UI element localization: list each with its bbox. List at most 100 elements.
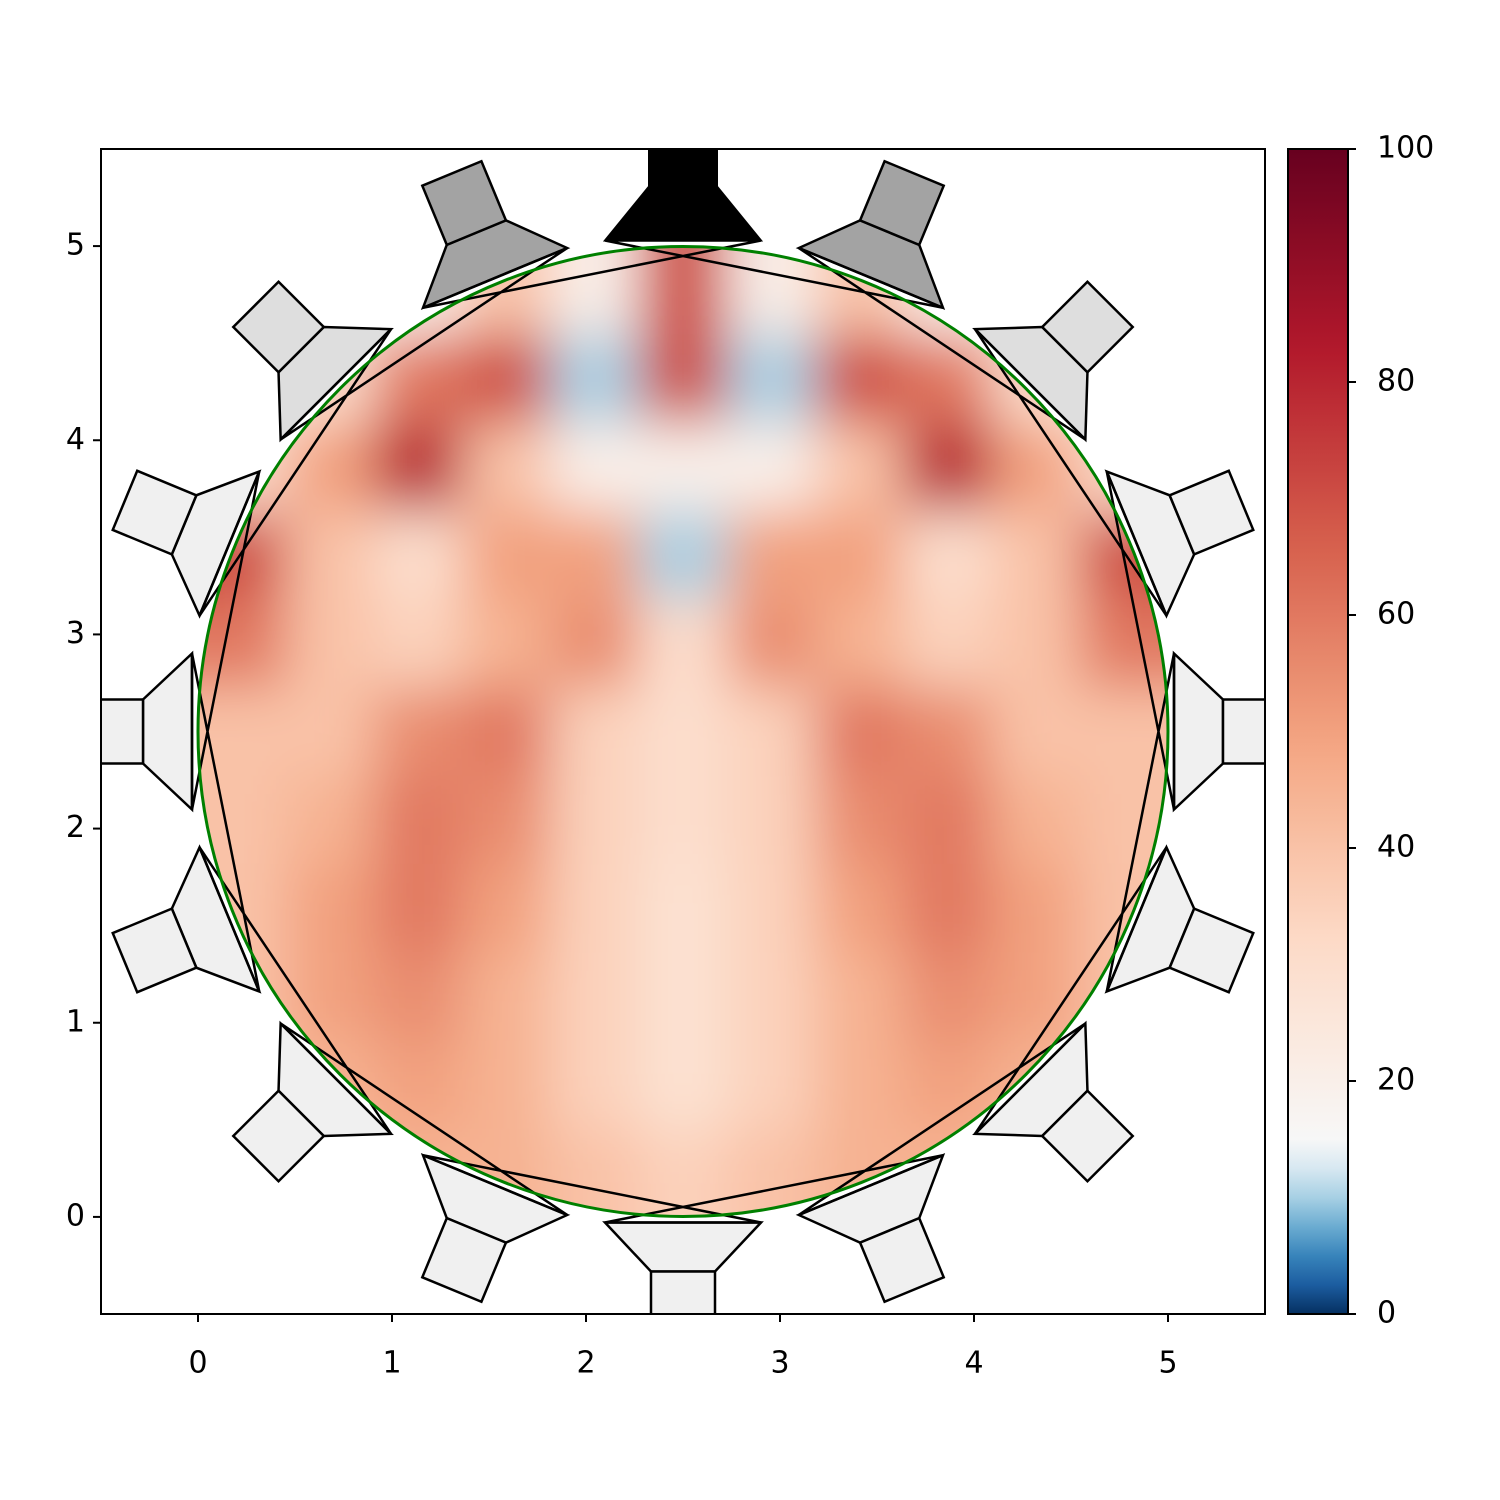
electrode-active	[602, 149, 764, 242]
electrode-pad	[858, 1216, 946, 1304]
colorbar-tick-label: 80	[1377, 364, 1415, 399]
electrode-base	[141, 650, 194, 813]
heat-cell	[991, 510, 1081, 600]
electrode-pad	[649, 1270, 717, 1314]
heat-cell	[638, 1040, 728, 1130]
heat-cell	[462, 510, 552, 600]
heat-cell	[638, 687, 728, 777]
heat-cell	[286, 775, 375, 865]
heat-cell	[462, 952, 552, 1041]
y-tick-label: 0	[66, 1198, 85, 1233]
electrode-pad	[231, 280, 326, 375]
heat-cell	[638, 422, 728, 512]
heat-cell	[374, 422, 464, 512]
heat-cell	[903, 952, 993, 1041]
electrode-base	[602, 1221, 764, 1273]
heat-cell	[638, 334, 728, 424]
heat-cell	[727, 599, 816, 688]
heat-cell	[462, 334, 552, 424]
heat-cell	[991, 863, 1081, 953]
heat-cell	[638, 775, 728, 865]
colorbar-tick-label: 100	[1377, 131, 1434, 166]
electrode-pad	[231, 1088, 326, 1183]
heat-cell	[903, 510, 993, 600]
colorbar-tick-label: 0	[1377, 1296, 1396, 1331]
electrode-pad	[420, 159, 508, 247]
y-tick-label: 1	[66, 1004, 85, 1039]
electrode-ring	[190, 239, 1176, 1224]
heat-cell	[815, 687, 904, 777]
heat-cell	[550, 1040, 640, 1130]
heat-cell	[991, 687, 1081, 777]
heat-cell	[903, 599, 993, 688]
electrode-pad	[858, 159, 946, 247]
electrode-pad	[111, 469, 198, 557]
x-tick-label: 5	[1158, 1346, 1177, 1381]
electrode-pad	[1221, 698, 1265, 765]
electrode-pad	[1168, 469, 1255, 557]
heat-cell	[903, 775, 993, 865]
y-tick-label: 4	[66, 422, 85, 457]
heat-cell	[374, 599, 464, 688]
heat-cell	[550, 863, 640, 953]
x-tick-label: 4	[964, 1346, 983, 1381]
heat-cell	[991, 599, 1081, 688]
heat-cell	[550, 510, 640, 600]
x-tick-label: 3	[770, 1346, 789, 1381]
electrode-pad	[1168, 906, 1255, 994]
heat-cell	[815, 334, 904, 424]
heat-cell	[462, 599, 552, 688]
heat-cell	[374, 334, 464, 424]
colorbar-tick-label: 20	[1377, 1063, 1415, 1098]
y-tick-label: 5	[66, 228, 85, 263]
heat-cell	[903, 863, 993, 953]
heat-cell	[374, 952, 464, 1041]
heat-cell	[286, 599, 375, 688]
axes-frame	[100, 148, 1266, 1315]
heat-cell	[727, 510, 816, 600]
x-tick-label: 1	[382, 1346, 401, 1381]
heat-cell	[815, 599, 904, 688]
heat-cell	[374, 863, 464, 953]
electrode-pad	[1040, 1088, 1135, 1183]
heat-cell	[374, 687, 464, 777]
heat-cell	[727, 775, 816, 865]
field	[198, 247, 1168, 1217]
heat-cell	[991, 422, 1081, 512]
heat-cell	[727, 334, 816, 424]
heat-cell	[638, 952, 728, 1041]
heat-cell	[815, 422, 904, 512]
heat-cell	[550, 334, 640, 424]
heat-cell	[462, 775, 552, 865]
heat-cell	[462, 863, 552, 953]
heat-cell	[550, 687, 640, 777]
colorbar	[1287, 148, 1349, 1315]
heat-cell	[815, 775, 904, 865]
heat-cell	[286, 510, 375, 600]
electrode-pad	[101, 698, 145, 765]
x-tick-label: 0	[188, 1346, 207, 1381]
heat-cell	[815, 1040, 904, 1130]
heat-cell	[550, 775, 640, 865]
heat-cell	[550, 599, 640, 688]
x-tick-label: 2	[576, 1346, 595, 1381]
heat-cell	[638, 863, 728, 953]
heat-cell	[550, 952, 640, 1041]
heat-cell	[638, 510, 728, 600]
electrode-pad	[111, 906, 198, 994]
y-tick-label: 3	[66, 616, 85, 651]
heat-cell	[815, 510, 904, 600]
heat-cell	[374, 510, 464, 600]
colorbar-tick-label: 40	[1377, 830, 1415, 865]
heat-cell	[815, 952, 904, 1041]
heat-cell	[903, 334, 993, 424]
heat-cell	[638, 599, 728, 688]
heat-cell	[286, 863, 375, 953]
heat-cell	[727, 687, 816, 777]
heat-cell	[374, 775, 464, 865]
heat-cell	[815, 863, 904, 953]
heat-cell	[727, 422, 816, 512]
electrode-pad	[420, 1216, 508, 1304]
heat-cell	[286, 687, 375, 777]
